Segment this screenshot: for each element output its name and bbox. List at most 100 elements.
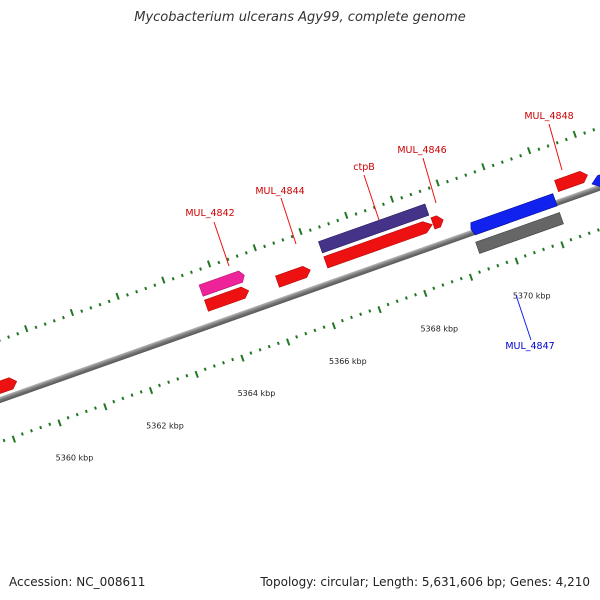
minor-tick bbox=[217, 260, 221, 265]
minor-tick bbox=[382, 202, 385, 207]
gene-arrow-mul4848[interactable] bbox=[554, 169, 589, 192]
minor-tick bbox=[404, 296, 408, 300]
minor-tick bbox=[281, 238, 285, 242]
major-tick bbox=[11, 435, 16, 443]
major-tick bbox=[57, 419, 62, 427]
minor-tick bbox=[441, 283, 445, 287]
gene-label-ctpb[interactable]: ctpB bbox=[353, 162, 375, 173]
gene-arrow-mul4842[interactable] bbox=[204, 285, 250, 312]
gene-arrow-ctpb-feature[interactable] bbox=[318, 203, 430, 254]
major-tick bbox=[252, 244, 257, 252]
minor-tick bbox=[295, 335, 299, 339]
gene-label-mul4847[interactable]: MUL_4847 bbox=[505, 341, 554, 352]
scale-label: 5366 kbp bbox=[329, 357, 367, 366]
minor-tick bbox=[244, 251, 248, 255]
minor-tick bbox=[176, 377, 180, 381]
minor-tick bbox=[263, 244, 267, 249]
minor-tick bbox=[66, 416, 70, 420]
gene-label-mul4848[interactable]: MUL_4848 bbox=[524, 111, 573, 122]
minor-tick bbox=[158, 383, 161, 388]
minor-tick bbox=[537, 147, 541, 151]
major-tick bbox=[331, 322, 336, 330]
major-tick bbox=[115, 292, 120, 300]
minor-tick bbox=[121, 396, 125, 401]
minor-tick bbox=[500, 160, 504, 164]
minor-tick bbox=[564, 137, 568, 142]
minor-tick bbox=[226, 257, 230, 262]
minor-tick bbox=[313, 328, 317, 333]
minor-tick bbox=[409, 192, 413, 197]
major-tick bbox=[526, 146, 532, 155]
minor-tick bbox=[135, 289, 139, 294]
genome-backbone bbox=[0, 130, 600, 453]
gene-arrow-mul4847[interactable] bbox=[469, 193, 558, 236]
minor-tick bbox=[551, 244, 555, 248]
gene-label-mul4846[interactable]: MUL_4846 bbox=[397, 145, 446, 156]
minor-tick bbox=[199, 267, 203, 271]
minor-tick bbox=[395, 299, 399, 303]
major-tick bbox=[514, 257, 519, 265]
minor-tick bbox=[359, 312, 363, 316]
major-tick bbox=[468, 273, 474, 281]
gene-arrow-ctpb[interactable] bbox=[323, 219, 435, 269]
major-tick bbox=[286, 338, 291, 346]
gene-label-mul4842[interactable]: MUL_4842 bbox=[185, 208, 234, 219]
major-tick bbox=[103, 403, 108, 411]
minor-tick bbox=[107, 299, 111, 304]
minor-tick bbox=[546, 144, 550, 148]
minor-tick bbox=[459, 276, 463, 281]
major-tick bbox=[24, 325, 29, 333]
minor-tick bbox=[75, 412, 79, 417]
minor-tick bbox=[464, 173, 468, 177]
minor-tick bbox=[569, 237, 573, 242]
minor-tick bbox=[414, 293, 417, 297]
minor-tick bbox=[153, 283, 157, 287]
minor-tick bbox=[112, 399, 116, 404]
minor-tick bbox=[249, 351, 253, 355]
scale-label: 5368 kbp bbox=[420, 324, 458, 333]
gene-arrow-mul4847-feature[interactable] bbox=[475, 212, 564, 254]
minor-tick bbox=[578, 234, 582, 239]
minor-tick bbox=[596, 228, 600, 232]
callout-line-mul4848 bbox=[548, 123, 563, 171]
minor-tick bbox=[363, 209, 367, 213]
gene-label-mul4844[interactable]: MUL_4844 bbox=[255, 186, 304, 197]
callout-line-mul4847 bbox=[515, 294, 532, 341]
gene-arrow-left-edge[interactable] bbox=[0, 376, 19, 399]
minor-tick bbox=[98, 302, 102, 307]
minor-tick bbox=[231, 357, 235, 362]
major-tick bbox=[481, 163, 486, 171]
minor-tick bbox=[258, 348, 262, 352]
scale-label: 5364 kbp bbox=[238, 389, 276, 398]
gene-arrow-mul4844[interactable] bbox=[275, 264, 312, 288]
minor-tick bbox=[505, 260, 509, 265]
minor-tick bbox=[185, 373, 189, 378]
minor-tick bbox=[235, 254, 239, 258]
callout-line-ctpb bbox=[363, 174, 380, 221]
minor-tick bbox=[478, 270, 481, 274]
gene-arrow-mul4842-feature[interactable] bbox=[198, 270, 246, 297]
minor-tick bbox=[52, 319, 56, 323]
minor-tick bbox=[400, 196, 404, 200]
minor-tick bbox=[203, 367, 207, 371]
major-tick bbox=[423, 289, 428, 298]
minor-tick bbox=[272, 241, 276, 245]
minor-tick bbox=[587, 231, 591, 235]
minor-tick bbox=[20, 432, 24, 436]
minor-tick bbox=[167, 380, 171, 384]
minor-tick bbox=[94, 406, 97, 410]
minor-tick bbox=[446, 179, 449, 184]
genome-summary-text: Topology: circular; Length: 5,631,606 bp… bbox=[260, 575, 590, 589]
minor-tick bbox=[496, 263, 500, 268]
forward-tick-track bbox=[0, 128, 596, 343]
minor-tick bbox=[2, 438, 6, 443]
minor-tick bbox=[418, 189, 422, 194]
gene-arrow-mul4846[interactable] bbox=[430, 214, 445, 230]
minor-tick bbox=[322, 325, 326, 329]
minor-tick bbox=[510, 157, 513, 161]
minor-tick bbox=[542, 247, 545, 252]
minor-tick bbox=[532, 250, 536, 255]
minor-tick bbox=[80, 309, 84, 313]
minor-tick bbox=[432, 286, 436, 291]
major-tick bbox=[298, 227, 303, 236]
